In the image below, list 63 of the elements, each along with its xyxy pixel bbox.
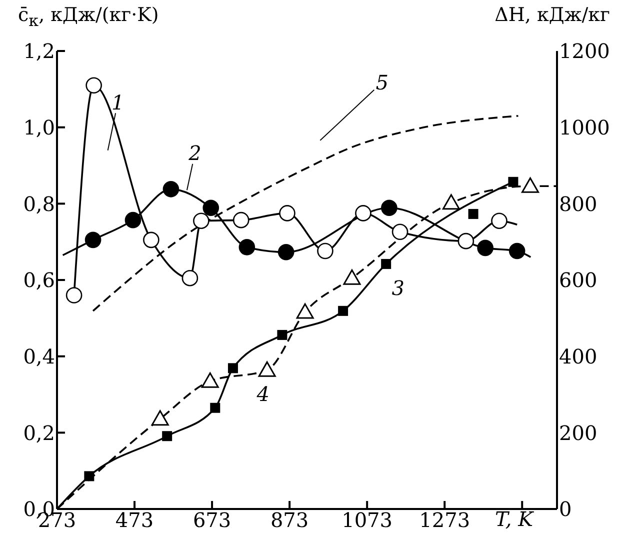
point: [442, 194, 460, 210]
y-axis-title: c̄$_{к}$, кДж/(кг·K): [18, 4, 159, 30]
point: [124, 212, 142, 228]
y-tick-label: 0,4: [23, 344, 55, 368]
point: [477, 240, 494, 256]
y-tick-label: 0,2: [23, 420, 55, 445]
point: [278, 244, 294, 260]
y2-tick-label: 400: [559, 344, 598, 368]
point: [151, 410, 169, 426]
x-tick-label: 673: [192, 508, 232, 532]
point: [468, 208, 478, 219]
series-label: 1: [111, 90, 124, 114]
point: [508, 176, 518, 187]
x-tick-label: 1273: [419, 508, 470, 532]
point: [202, 200, 220, 216]
point: [143, 232, 160, 248]
point: [392, 224, 408, 240]
point: [381, 200, 398, 216]
point: [279, 205, 296, 222]
y2-axis-title: ΔH, кДж/кг: [494, 4, 610, 26]
y-tick-label: 0,8: [23, 192, 55, 216]
series-label: 3: [392, 276, 404, 300]
x-tick-label: 1073: [342, 508, 393, 532]
point: [338, 306, 348, 316]
point: [508, 242, 526, 260]
point: [258, 361, 276, 377]
point: [317, 242, 334, 260]
point: [84, 232, 102, 248]
point: [162, 431, 172, 442]
series-label: 4: [256, 382, 270, 406]
y-tick-label: 1,0: [23, 115, 55, 140]
point: [296, 303, 314, 319]
series-label: 2: [188, 141, 202, 166]
point: [84, 471, 94, 482]
point: [182, 270, 198, 286]
point: [228, 363, 238, 374]
point: [201, 372, 219, 388]
point: [162, 181, 180, 198]
point: [193, 212, 210, 229]
point: [277, 330, 288, 340]
x-tick-label: 873: [270, 508, 309, 532]
x-tick-label: 473: [115, 508, 154, 532]
y2-tick-label: 200: [559, 420, 598, 445]
point: [232, 212, 250, 228]
point: [86, 77, 102, 94]
point: [458, 232, 474, 250]
y-tick-label: 1,2: [23, 39, 55, 64]
point: [355, 205, 372, 222]
y2-tick-label: 0: [559, 497, 572, 522]
y2-tick-label: 800: [559, 192, 598, 216]
series-label: 5: [376, 70, 389, 94]
y2-tick-label: 1000: [559, 115, 610, 140]
point: [491, 212, 508, 229]
y2-tick-label: 1200: [559, 39, 610, 64]
y-tick-label: 0,6: [23, 268, 55, 292]
point: [66, 287, 82, 304]
y2-tick-label: 600: [559, 268, 598, 292]
x-axis-title: T, K: [495, 507, 534, 531]
point: [238, 239, 256, 256]
point: [381, 258, 392, 269]
point: [343, 269, 361, 285]
point: [210, 402, 220, 413]
point: [522, 177, 540, 193]
